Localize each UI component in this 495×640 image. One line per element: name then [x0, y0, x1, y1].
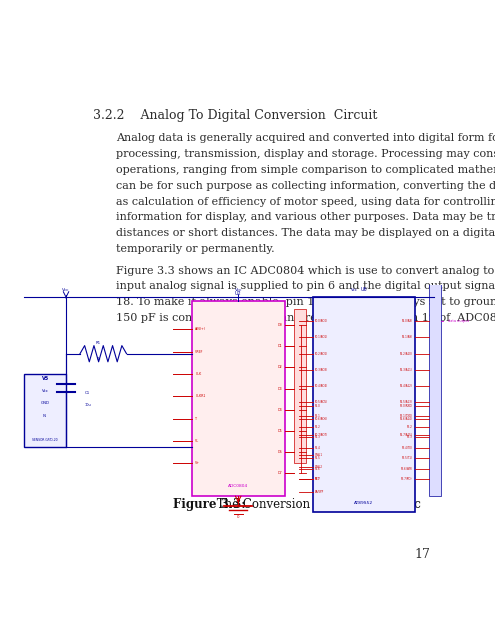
Text: P2.3(A11): P2.3(A11): [400, 368, 413, 372]
Text: data output: data output: [447, 319, 469, 323]
Text: RST: RST: [315, 477, 320, 481]
Text: P1.0: P1.0: [315, 404, 321, 408]
Text: XTAL2: XTAL2: [315, 465, 323, 469]
Text: D5: D5: [278, 429, 282, 433]
Text: P2.1(A9): P2.1(A9): [401, 335, 413, 339]
Text: P1.5: P1.5: [315, 456, 321, 460]
Text: P1.1: P1.1: [315, 414, 321, 418]
Text: Figure 3.3:: Figure 3.3:: [173, 498, 246, 511]
Text: distances or short distances. The data may be displayed on a digital panel or st: distances or short distances. The data m…: [116, 228, 495, 238]
Text: P3.5(T1): P3.5(T1): [402, 456, 413, 460]
Text: P1.4: P1.4: [315, 445, 321, 450]
Text: temporarily or permanently.: temporarily or permanently.: [116, 244, 274, 254]
Text: Vcc: Vcc: [351, 288, 358, 292]
Text: operations, ranging from simple comparison to complicated mathematical manipulat: operations, ranging from simple comparis…: [116, 165, 495, 175]
Text: D7: D7: [278, 471, 282, 475]
Text: P0.7(AD7): P0.7(AD7): [315, 433, 328, 436]
Text: P3.3: P3.3: [407, 435, 413, 439]
Text: C1: C1: [85, 391, 90, 396]
Text: P0.5(AD5): P0.5(AD5): [315, 401, 328, 404]
Text: 10u: 10u: [85, 403, 92, 408]
Text: D0: D0: [278, 323, 282, 327]
Text: IN: IN: [43, 413, 47, 417]
Text: XTAL1: XTAL1: [315, 453, 323, 457]
Text: P3.7(RD): P3.7(RD): [401, 477, 413, 481]
Text: U6: U6: [360, 287, 367, 292]
Text: U2: U2: [235, 291, 242, 296]
Text: P2.6(A14): P2.6(A14): [400, 417, 413, 420]
Text: P1.7: P1.7: [315, 477, 321, 481]
Text: T: T: [196, 417, 198, 420]
Text: P2.5(A13): P2.5(A13): [400, 401, 413, 404]
Text: Analog data is generally acquired and converted into digital form for the purpos: Analog data is generally acquired and co…: [116, 134, 495, 143]
Text: VL: VL: [196, 439, 199, 443]
Text: P1.6: P1.6: [315, 467, 321, 471]
Text: CLKR1: CLKR1: [196, 394, 206, 398]
Text: P0.3(AD3): P0.3(AD3): [315, 368, 328, 372]
Text: V+: V+: [196, 461, 200, 465]
Text: P3.2: P3.2: [407, 425, 413, 429]
Text: P2.4(A12): P2.4(A12): [400, 384, 413, 388]
Text: Figure 3.3 shows an IC ADC0804 which is use to convert analog to digital. The: Figure 3.3 shows an IC ADC0804 which is …: [116, 266, 495, 276]
Text: can be for such purpose as collecting information, converting the data into usef: can be for such purpose as collecting in…: [116, 180, 495, 191]
Text: P3.4(T0): P3.4(T0): [402, 445, 413, 450]
Text: as calculation of efficiency of motor speed, using data for controlling a proces: as calculation of efficiency of motor sp…: [116, 196, 495, 207]
Text: P1.3: P1.3: [315, 435, 321, 439]
Bar: [24, 374, 66, 447]
Text: AT89S52: AT89S52: [354, 500, 373, 505]
Text: P0.0(AD0): P0.0(AD0): [315, 319, 328, 323]
Text: P3.1(TXD): P3.1(TXD): [399, 414, 413, 418]
Text: D6: D6: [278, 450, 282, 454]
Text: processing, transmission, display and storage. Processing may consist of a large: processing, transmission, display and st…: [116, 149, 495, 159]
Text: V5: V5: [42, 376, 49, 381]
Text: P3.6(WR): P3.6(WR): [400, 467, 413, 471]
Bar: [192, 301, 285, 495]
Text: Vcc: Vcc: [62, 288, 70, 292]
Text: P2.7(A15): P2.7(A15): [400, 433, 413, 436]
Text: P0.1(AD1): P0.1(AD1): [315, 335, 328, 339]
Text: P0.6(AD6): P0.6(AD6): [315, 417, 328, 420]
Text: 18. To make it always enable, pin 1 and pin 7 is always set to ground. An extern: 18. To make it always enable, pin 1 and …: [116, 297, 495, 307]
Text: 0: 0: [237, 515, 240, 519]
Text: SENSOR GP/D-20: SENSOR GP/D-20: [32, 438, 58, 442]
Text: information for display, and various other purposes. Data may be transmitted ove: information for display, and various oth…: [116, 212, 495, 222]
Text: P1.2: P1.2: [315, 425, 321, 429]
Text: Vcc: Vcc: [42, 389, 49, 393]
Bar: [294, 309, 305, 463]
Text: D2: D2: [278, 365, 282, 369]
Text: Vcc: Vcc: [235, 288, 242, 292]
Text: D4: D4: [278, 408, 282, 412]
Text: D3: D3: [278, 387, 282, 390]
Text: P0.2(AD2): P0.2(AD2): [315, 352, 328, 356]
Text: ADC0804: ADC0804: [228, 484, 248, 488]
Text: 5k: 5k: [97, 356, 101, 361]
Text: input analog signal is supplied to pin 6 and the digital output signal at pin 11: input analog signal is supplied to pin 6…: [116, 282, 495, 291]
Text: GND: GND: [41, 401, 50, 405]
Bar: [429, 281, 441, 495]
Text: AIN(+): AIN(+): [196, 328, 206, 332]
Text: EA/VPP: EA/VPP: [315, 490, 324, 493]
Text: P0.4(AD4): P0.4(AD4): [315, 384, 328, 388]
Bar: [313, 297, 415, 512]
Text: The Conversion Circuit Schematic: The Conversion Circuit Schematic: [213, 498, 421, 511]
Text: P2.0(A8): P2.0(A8): [401, 319, 413, 323]
Text: R1: R1: [96, 340, 101, 344]
Text: CLK: CLK: [196, 372, 201, 376]
Text: 150 pF is connected to pin 4 and resistor 10kΩ to pin 19 of  ADC0804 to make its: 150 pF is connected to pin 4 and resisto…: [116, 313, 495, 323]
Text: P3.0(RXD): P3.0(RXD): [399, 404, 413, 408]
Text: 17: 17: [415, 548, 431, 561]
Text: D1: D1: [278, 344, 282, 348]
Text: VREF: VREF: [196, 349, 204, 354]
Text: 3.2.2    Analog To Digital Conversion  Circuit: 3.2.2 Analog To Digital Conversion Circu…: [93, 109, 377, 122]
Text: P2.2(A10): P2.2(A10): [400, 352, 413, 356]
